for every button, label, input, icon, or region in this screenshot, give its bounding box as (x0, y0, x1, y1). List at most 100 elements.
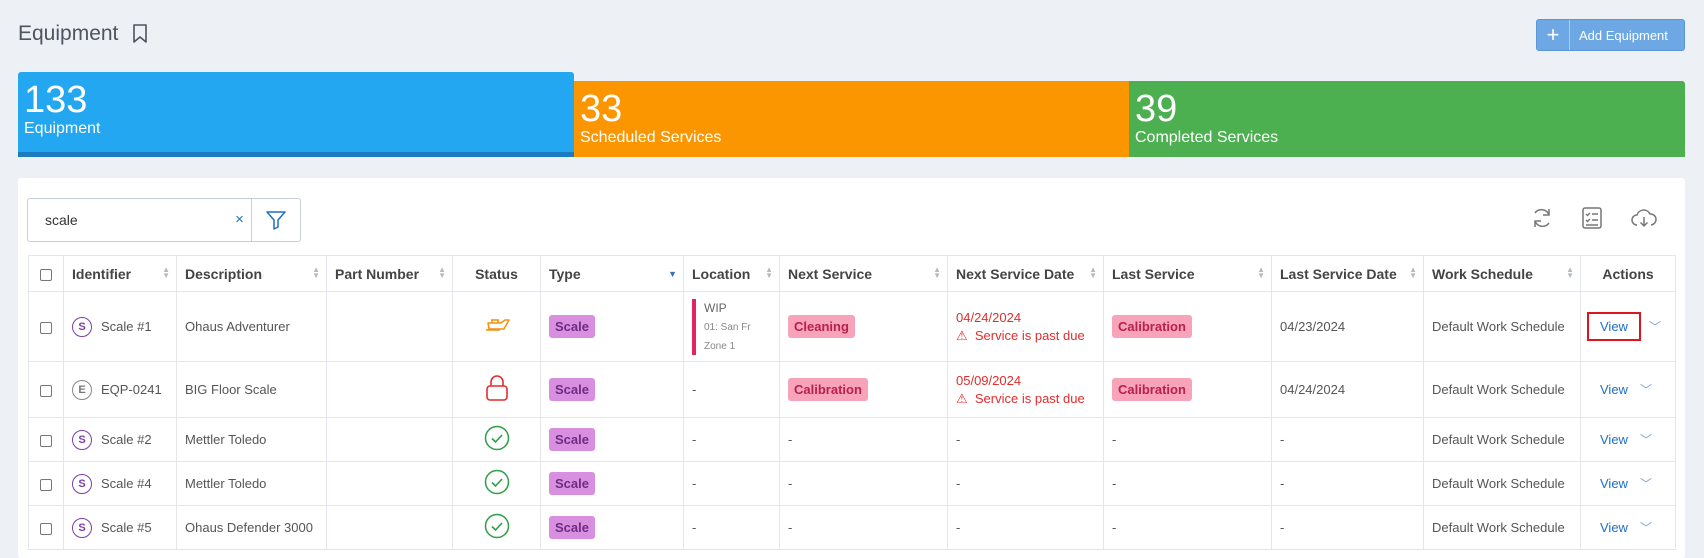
stat-completed-services[interactable]: 39 Completed Services (1129, 81, 1685, 157)
col-location[interactable]: Location ▲ ▼ (683, 255, 780, 292)
row-checkbox-cell[interactable] (28, 461, 64, 506)
view-link[interactable]: View (1600, 432, 1628, 447)
actions-cell: View ﹀ (1580, 417, 1676, 462)
work-schedule-cell: Default Work Schedule (1423, 291, 1581, 362)
warning-icon: ⚠ (956, 327, 968, 343)
col-last-service-date[interactable]: Last Service Date ▲ ▼ (1271, 255, 1424, 292)
bookmark-icon[interactable] (132, 24, 148, 44)
sort-icon: ▲ ▼ (1409, 265, 1417, 280)
chevron-down-icon[interactable]: ﹀ (1639, 383, 1652, 397)
part-number-cell (326, 505, 453, 550)
table-row[interactable]: S Scale #4 Mettler Toledo Scale - - - - -… (28, 461, 1676, 506)
status-cell (452, 505, 541, 550)
table-row[interactable]: S Scale #5 Ohaus Defender 3000 Scale - - … (28, 505, 1676, 550)
row-checkbox[interactable] (40, 384, 52, 397)
view-link[interactable]: View (1600, 520, 1628, 535)
chevron-down-icon[interactable]: ﹀ (1639, 433, 1652, 447)
equipment-letter-icon: S (72, 429, 92, 450)
view-button-highlight[interactable]: View (1587, 312, 1641, 341)
row-checkbox-cell[interactable] (28, 361, 64, 418)
page-title-text: Equipment (18, 22, 119, 45)
part-number-cell (326, 417, 453, 462)
equipment-letter-icon: S (72, 316, 92, 337)
description-cell: BIG Floor Scale (176, 361, 327, 418)
sort-icon: ▲ ▼ (933, 265, 941, 280)
stat-value: 133 (24, 79, 88, 121)
last-service-cell: - (1103, 417, 1272, 462)
row-checkbox-cell[interactable] (28, 417, 64, 462)
select-all-checkbox[interactable] (40, 268, 52, 281)
col-label: Location (692, 265, 751, 282)
location-sub: 01: San Fr (704, 321, 751, 333)
row-checkbox[interactable] (40, 478, 52, 491)
location-color-bar (692, 298, 696, 355)
last-service-date-cell: - (1271, 505, 1424, 550)
refresh-icon[interactable] (1530, 206, 1554, 235)
equipment-letter-icon: S (72, 473, 92, 494)
location-cell: - (683, 505, 780, 550)
type-badge: Scale (549, 315, 595, 338)
search-input[interactable] (28, 199, 228, 241)
chevron-down-icon[interactable]: ﹀ (1648, 320, 1661, 334)
status-cell (452, 291, 541, 362)
col-next-service-date[interactable]: Next Service Date ▲ ▼ (947, 255, 1104, 292)
view-link[interactable]: View (1600, 476, 1628, 491)
view-link[interactable]: View (1600, 382, 1628, 397)
stat-equipment[interactable]: 133 Equipment (18, 72, 574, 157)
table-row[interactable]: E EQP-0241 BIG Floor Scale Scale - Calibr… (28, 361, 1676, 418)
type-badge: Scale (549, 472, 595, 495)
identifier-cell: E EQP-0241 (63, 361, 177, 418)
work-schedule-cell: Default Work Schedule (1423, 361, 1581, 418)
next-service-date: 04/24/2024 (956, 309, 1022, 325)
last-service-date-cell: - (1271, 417, 1424, 462)
col-label: Type (549, 265, 581, 282)
col-type[interactable]: Type ▼ (540, 255, 684, 292)
location-cell: - (683, 361, 780, 418)
cloud-download-icon[interactable] (1630, 206, 1658, 235)
next-service-date-cell: - (947, 461, 1104, 506)
row-checkbox-cell[interactable] (28, 505, 64, 550)
status-cell (452, 361, 541, 418)
view-link[interactable]: View (1600, 319, 1628, 334)
chevron-down-icon[interactable]: ﹀ (1639, 477, 1652, 491)
service-badge: Cleaning (788, 315, 855, 338)
row-checkbox[interactable] (40, 321, 52, 334)
filter-button[interactable] (251, 199, 300, 241)
row-checkbox[interactable] (40, 434, 52, 447)
sort-icon: ▲ ▼ (162, 265, 170, 280)
col-last-service[interactable]: Last Service ▲ ▼ (1103, 255, 1272, 292)
next-service-date-cell: 04/24/2024 ⚠ Service is past due (947, 291, 1104, 362)
table-header-row: Identifier ▲ ▼ Description ▲ ▼ Part Number ▲ ▼… (28, 255, 1676, 292)
col-work-schedule[interactable]: Work Schedule ▲ ▼ (1423, 255, 1581, 292)
add-equipment-label: Add Equipment (1579, 27, 1668, 43)
chevron-down-icon[interactable]: ﹀ (1639, 521, 1652, 535)
clear-search-icon[interactable]: × (235, 211, 244, 228)
next-service-date-cell: - (947, 417, 1104, 462)
identifier-cell: S Scale #5 (63, 505, 177, 550)
equipment-panel: × Identifier ▲▼ Description ▲▼ Part Number… (18, 178, 1685, 558)
equipment-table: Identifier ▲ ▼ Description ▲ ▼ Part Number ▲ ▼… (28, 255, 1676, 550)
filter-icon (266, 211, 286, 230)
past-due-warning: Service is past due (974, 390, 1085, 406)
col-identifier[interactable]: Identifier ▲ ▼ (63, 255, 177, 292)
col-next-service[interactable]: Next Service ▲ ▼ (779, 255, 948, 292)
location-cell: - (683, 417, 780, 462)
stat-scheduled-services[interactable]: 33 Scheduled Services (574, 81, 1129, 157)
page-title: Equipment (18, 22, 148, 46)
checklist-icon[interactable] (1580, 206, 1604, 235)
select-all-checkbox-cell[interactable] (28, 255, 64, 292)
sort-icon: ▲ ▼ (1089, 265, 1097, 280)
add-equipment-button[interactable]: + Add Equipment (1536, 19, 1685, 51)
table-row[interactable]: S Scale #1 Ohaus Adventurer Scale WIP 01: … (28, 291, 1676, 362)
stat-value: 39 (1135, 88, 1178, 130)
next-service-cell: - (779, 461, 948, 506)
col-part-number[interactable]: Part Number ▲ ▼ (326, 255, 453, 292)
table-row[interactable]: S Scale #2 Mettler Toledo Scale - - - - -… (28, 417, 1676, 462)
sort-desc-icon: ▼ (668, 269, 677, 279)
type-badge: Scale (549, 516, 595, 539)
col-description[interactable]: Description ▲ ▼ (176, 255, 327, 292)
next-service-date: 05/09/2024 (956, 372, 1022, 388)
check-circle-icon (484, 513, 509, 539)
row-checkbox-cell[interactable] (28, 291, 64, 362)
row-checkbox[interactable] (40, 522, 52, 535)
